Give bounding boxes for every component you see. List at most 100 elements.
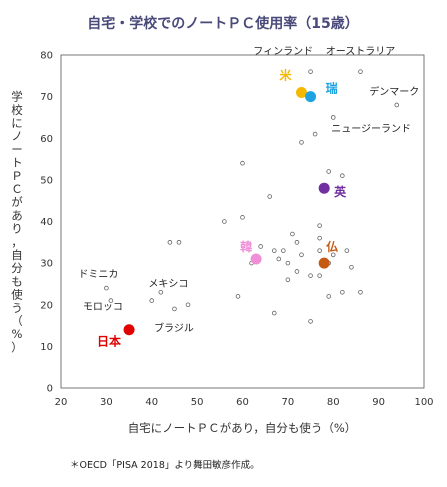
data-point bbox=[240, 215, 245, 220]
highlighted-point-label: 韓 bbox=[240, 239, 252, 254]
data-point bbox=[271, 248, 277, 253]
x-tick-label: 100 bbox=[414, 397, 433, 408]
data-points bbox=[104, 69, 400, 324]
plot-area bbox=[60, 54, 425, 389]
data-point bbox=[176, 240, 182, 245]
y-axis-label-char: （ bbox=[11, 314, 23, 328]
country-annotation: メキシコ bbox=[148, 279, 188, 290]
data-point bbox=[222, 219, 227, 224]
highlighted-point bbox=[318, 257, 330, 269]
data-point bbox=[276, 256, 282, 262]
x-tick-label: 50 bbox=[191, 397, 204, 408]
y-axis-label-char: 自 bbox=[11, 248, 23, 262]
y-axis-label-char: り bbox=[11, 222, 23, 236]
y-axis-label-char: に bbox=[11, 116, 23, 130]
chart-title: 自宅・学校でのノートＰＣ使用率（15歳） bbox=[87, 15, 358, 32]
data-point bbox=[312, 131, 318, 137]
y-tick-label: 50 bbox=[40, 175, 53, 186]
highlighted-point bbox=[305, 91, 317, 103]
data-point bbox=[317, 235, 322, 241]
y-tick-label: 30 bbox=[40, 259, 53, 270]
y-axis-label-char: 校 bbox=[11, 103, 23, 117]
y-axis-label-char: う bbox=[11, 301, 23, 315]
y-axis-label-char: ト bbox=[11, 156, 23, 170]
x-tick-label: 90 bbox=[372, 397, 385, 408]
data-point bbox=[317, 223, 322, 228]
y-axis-label-char: あ bbox=[11, 208, 23, 222]
data-point bbox=[235, 294, 241, 299]
y-axis-ticks: 0 10 20 30 40 50 60 70 80 bbox=[40, 51, 53, 395]
country-annotation: ブラジル bbox=[154, 322, 194, 335]
data-point bbox=[185, 302, 191, 308]
y-tick-label: 80 bbox=[40, 51, 53, 62]
y-tick-label: 40 bbox=[40, 217, 53, 228]
data-point bbox=[358, 289, 363, 295]
country-annotation: オーストラリア bbox=[326, 45, 396, 57]
x-axis-ticks: 20 30 40 50 60 70 80 90 100 bbox=[55, 397, 434, 408]
highlighted-point-label: 仏 bbox=[326, 240, 338, 254]
y-axis-label-char: ） bbox=[11, 340, 23, 354]
data-point bbox=[349, 264, 354, 270]
x-tick-label: 30 bbox=[100, 397, 113, 408]
data-point bbox=[149, 298, 155, 303]
y-tick-label: 20 bbox=[40, 300, 53, 311]
data-point bbox=[158, 289, 164, 295]
data-point bbox=[344, 248, 350, 253]
data-point bbox=[285, 277, 291, 283]
y-axis-label-char: ノ bbox=[11, 129, 23, 143]
data-point bbox=[281, 248, 286, 253]
data-point bbox=[340, 289, 345, 295]
data-point bbox=[167, 240, 173, 245]
y-axis-label-char: 学 bbox=[11, 90, 23, 104]
y-axis-label-char: も bbox=[11, 274, 23, 288]
data-point bbox=[267, 194, 273, 199]
data-point bbox=[326, 294, 332, 299]
country-annotations: フィンランド オーストラリアデンマークニュージーランドドミニカメキシコモロッコブラ… bbox=[78, 45, 419, 334]
highlighted-point-label: 米 bbox=[279, 67, 292, 82]
data-point bbox=[299, 252, 304, 258]
data-point bbox=[108, 298, 114, 303]
data-point bbox=[358, 69, 363, 74]
y-axis-label-char: 使 bbox=[11, 288, 23, 302]
data-point bbox=[258, 244, 263, 249]
data-point bbox=[317, 248, 322, 253]
data-point bbox=[104, 285, 109, 291]
data-point bbox=[294, 269, 300, 274]
country-annotation: デンマーク bbox=[369, 85, 419, 98]
x-tick-label: 70 bbox=[282, 397, 295, 408]
country-annotation: モロッコ bbox=[83, 302, 123, 313]
data-point bbox=[271, 310, 277, 316]
y-axis-label-char: % bbox=[12, 327, 23, 341]
y-axis-label-char: Ｃ bbox=[11, 182, 23, 196]
highlighted-point bbox=[295, 86, 307, 98]
highlighted-point-label: 英 bbox=[334, 184, 347, 199]
x-tick-label: 60 bbox=[236, 397, 249, 408]
y-tick-label: 60 bbox=[40, 134, 53, 145]
data-point bbox=[285, 260, 291, 266]
data-point bbox=[299, 140, 304, 145]
y-tick-label: 0 bbox=[47, 384, 53, 395]
x-axis-label: 自宅にノートＰＣがあり，自分も使う（%） bbox=[128, 421, 357, 435]
data-point bbox=[340, 173, 345, 179]
y-tick-label: 10 bbox=[40, 342, 53, 353]
data-point bbox=[330, 252, 336, 258]
data-point bbox=[394, 102, 400, 108]
y-axis-label-char: ， bbox=[11, 235, 23, 249]
data-point bbox=[317, 273, 322, 278]
x-tick-label: 40 bbox=[145, 397, 158, 408]
data-point bbox=[172, 306, 177, 312]
highlighted-point-label: 日本 bbox=[97, 334, 121, 349]
y-axis-label: 学校にノートＰＣがあり，自分も使う（%） bbox=[11, 90, 23, 355]
y-axis-label-char: 分 bbox=[11, 261, 23, 275]
highlighted-point-label: 瑞 bbox=[326, 81, 338, 96]
data-point bbox=[330, 115, 336, 120]
highlighted-point bbox=[123, 324, 135, 336]
country-annotation: フィンランド bbox=[253, 45, 313, 57]
data-point bbox=[326, 169, 332, 174]
x-tick-label: 20 bbox=[55, 397, 68, 408]
data-point bbox=[240, 160, 245, 166]
data-point bbox=[308, 319, 313, 324]
x-tick-label: 80 bbox=[327, 397, 340, 408]
